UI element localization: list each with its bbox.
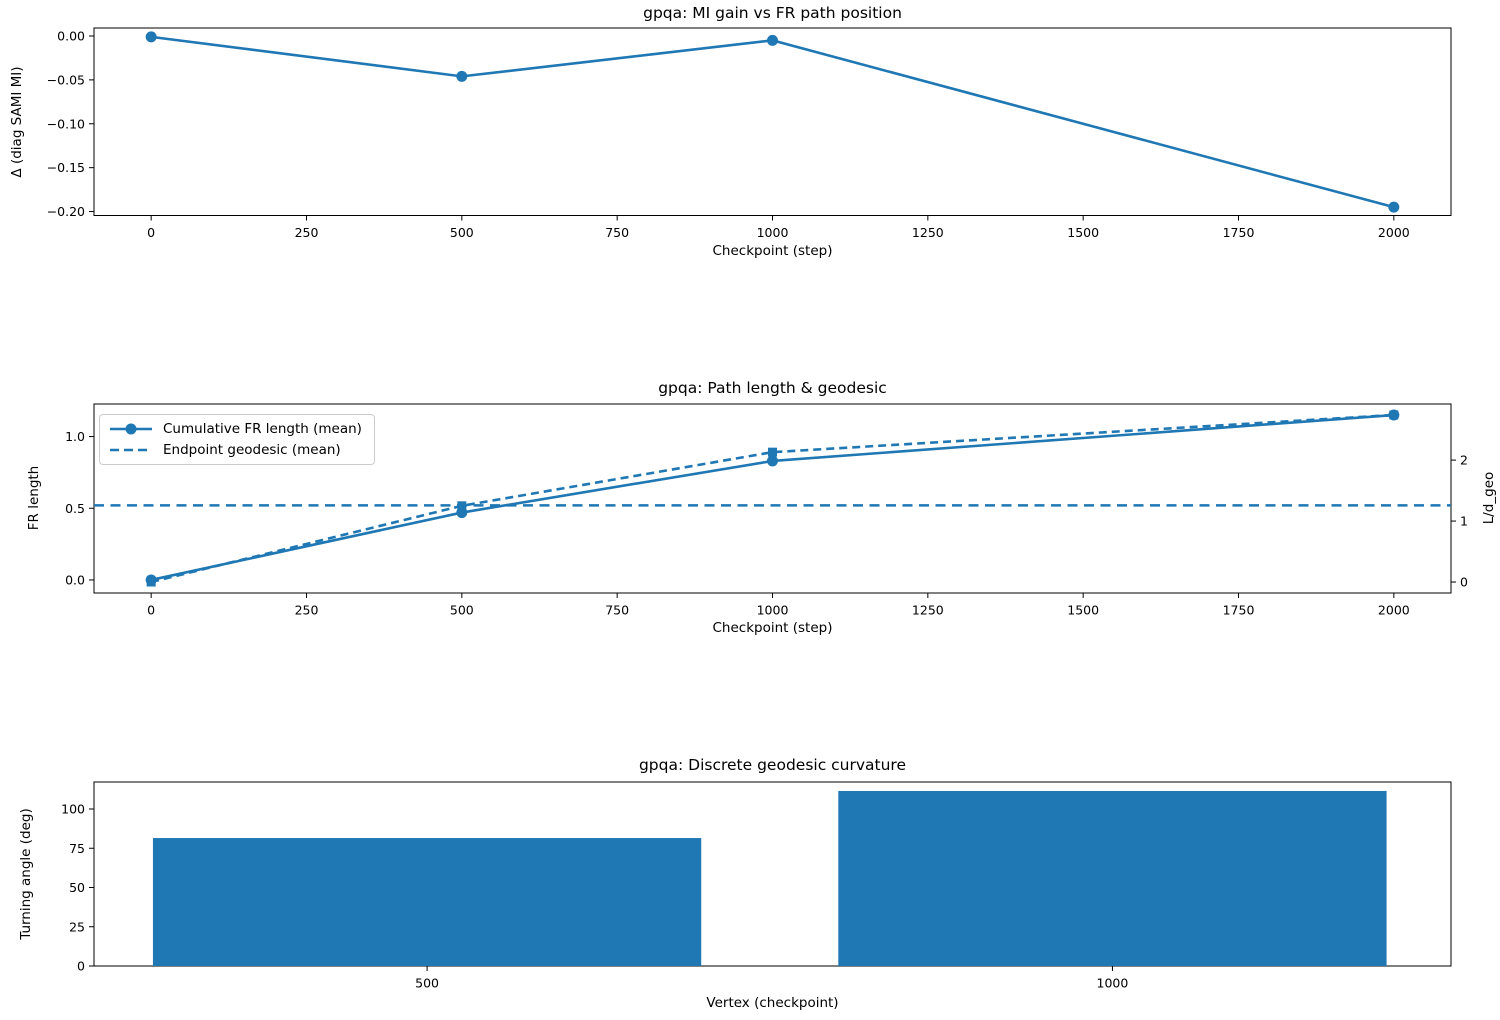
- path_length-xtick-label: 1500: [1067, 603, 1099, 618]
- mi_gain-xtick-label: 1250: [912, 225, 944, 240]
- curvature-ytick-label: 50: [69, 880, 85, 895]
- legend-row-endpoint-geodesic: Endpoint geodesic (mean): [109, 442, 362, 458]
- chart3-title: gpqa: Discrete geodesic curvature: [638, 756, 907, 774]
- mi-gain-marker: [1388, 201, 1400, 213]
- chart1-xlabel: Checkpoint (step): [712, 243, 833, 259]
- chart2-ylabel-left: FR length: [26, 465, 42, 531]
- mi_gain-xtick-label: 0: [147, 225, 155, 240]
- curvature-xtick-label: 1000: [1097, 976, 1129, 991]
- legend-sample-shape: [125, 423, 137, 435]
- mi_gain-xtick-label: 1500: [1067, 225, 1099, 240]
- chart2-xlabel: Checkpoint (step): [712, 620, 833, 636]
- ratio-marker: [457, 501, 467, 511]
- curvature-ytick-label: 25: [69, 919, 85, 934]
- mi-gain-line: [150, 35, 1395, 209]
- curvature-ytick-label: 0: [77, 959, 85, 974]
- ratio-marker: [1389, 410, 1399, 420]
- chart1-title: gpqa: MI gain vs FR path position: [643, 4, 902, 22]
- ratio-line: [150, 413, 1394, 584]
- path_length-xtick-label: 1750: [1223, 603, 1255, 618]
- chart3-ylabel: Turning angle (deg): [18, 808, 34, 940]
- ratio-marker: [146, 577, 156, 587]
- path_length-xtick-label: 750: [605, 603, 629, 618]
- chart2-ylabel-right: L/d_geo: [1481, 471, 1497, 525]
- chart3-xlabel: Vertex (checkpoint): [706, 995, 839, 1011]
- mi_gain-ytick-label: −0.05: [47, 72, 85, 87]
- fr-length-marker: [767, 455, 778, 467]
- curvature-xtick-label: 500: [415, 976, 439, 991]
- mi_gain-xtick-label: 1750: [1223, 225, 1255, 240]
- mi-gain-marker: [767, 34, 778, 46]
- path_length-xtick-label: 250: [295, 603, 319, 618]
- mi_gain-xtick-label: 250: [295, 225, 319, 240]
- chart1-ylabel: Δ (diag SAMI MI): [9, 66, 25, 178]
- fr-length-line: [150, 413, 1394, 582]
- mi-gain-marker: [456, 70, 468, 82]
- curvature-ytick-label: 100: [61, 802, 85, 817]
- mi_gain-xtick-label: 750: [605, 225, 629, 240]
- dashed-line-icon: [110, 448, 152, 452]
- curvature-ytick-label: 75: [69, 841, 85, 856]
- mi_gain-ytick-label: 0.00: [57, 28, 85, 43]
- path_length-xtick-label: 2000: [1378, 603, 1410, 618]
- mi_gain-xtick-label: 1000: [757, 225, 789, 240]
- curvature-axes-frame: [93, 781, 1452, 967]
- path_length-ytick-right-label: 1: [1460, 514, 1468, 529]
- mi-gain-marker: [145, 31, 157, 43]
- path_length-xtick-label: 1250: [912, 603, 944, 618]
- mi_gain-ytick-label: −0.15: [47, 160, 85, 175]
- path_length-ytick-label: 0.5: [65, 501, 85, 516]
- legend-label-endpoint-geodesic: Endpoint geodesic (mean): [163, 442, 341, 458]
- mi_gain-ytick-label: −0.20: [47, 204, 85, 219]
- legend-label-fr-length: Cumulative FR length (mean): [163, 421, 362, 437]
- path_length-xtick-label: 1000: [757, 603, 789, 618]
- path_length-ytick-right-label: 0: [1460, 575, 1468, 590]
- turning-angle-bar: [152, 838, 702, 966]
- chart2-legend: Cumulative FR length (mean) Endpoint geo…: [99, 414, 375, 465]
- chart2-title: gpqa: Path length & geodesic: [658, 379, 887, 397]
- turning-angle-bar: [838, 790, 1387, 966]
- solid-line-circle-marker-icon: [110, 423, 152, 435]
- legend-row-fr-length: Cumulative FR length (mean): [109, 421, 362, 437]
- ratio-marker: [768, 447, 777, 457]
- mi_gain-xtick-label: 500: [450, 225, 474, 240]
- path_length-ytick-label: 0.0: [65, 572, 85, 587]
- path_length-ytick-label: 1.0: [65, 429, 85, 444]
- path_length-xtick-label: 500: [450, 603, 474, 618]
- mi_gain-xtick-label: 2000: [1378, 225, 1410, 240]
- mi_gain-ytick-label: −0.10: [47, 116, 85, 131]
- path_length-xtick-label: 0: [147, 603, 155, 618]
- path_length-ytick-right-label: 2: [1460, 453, 1468, 468]
